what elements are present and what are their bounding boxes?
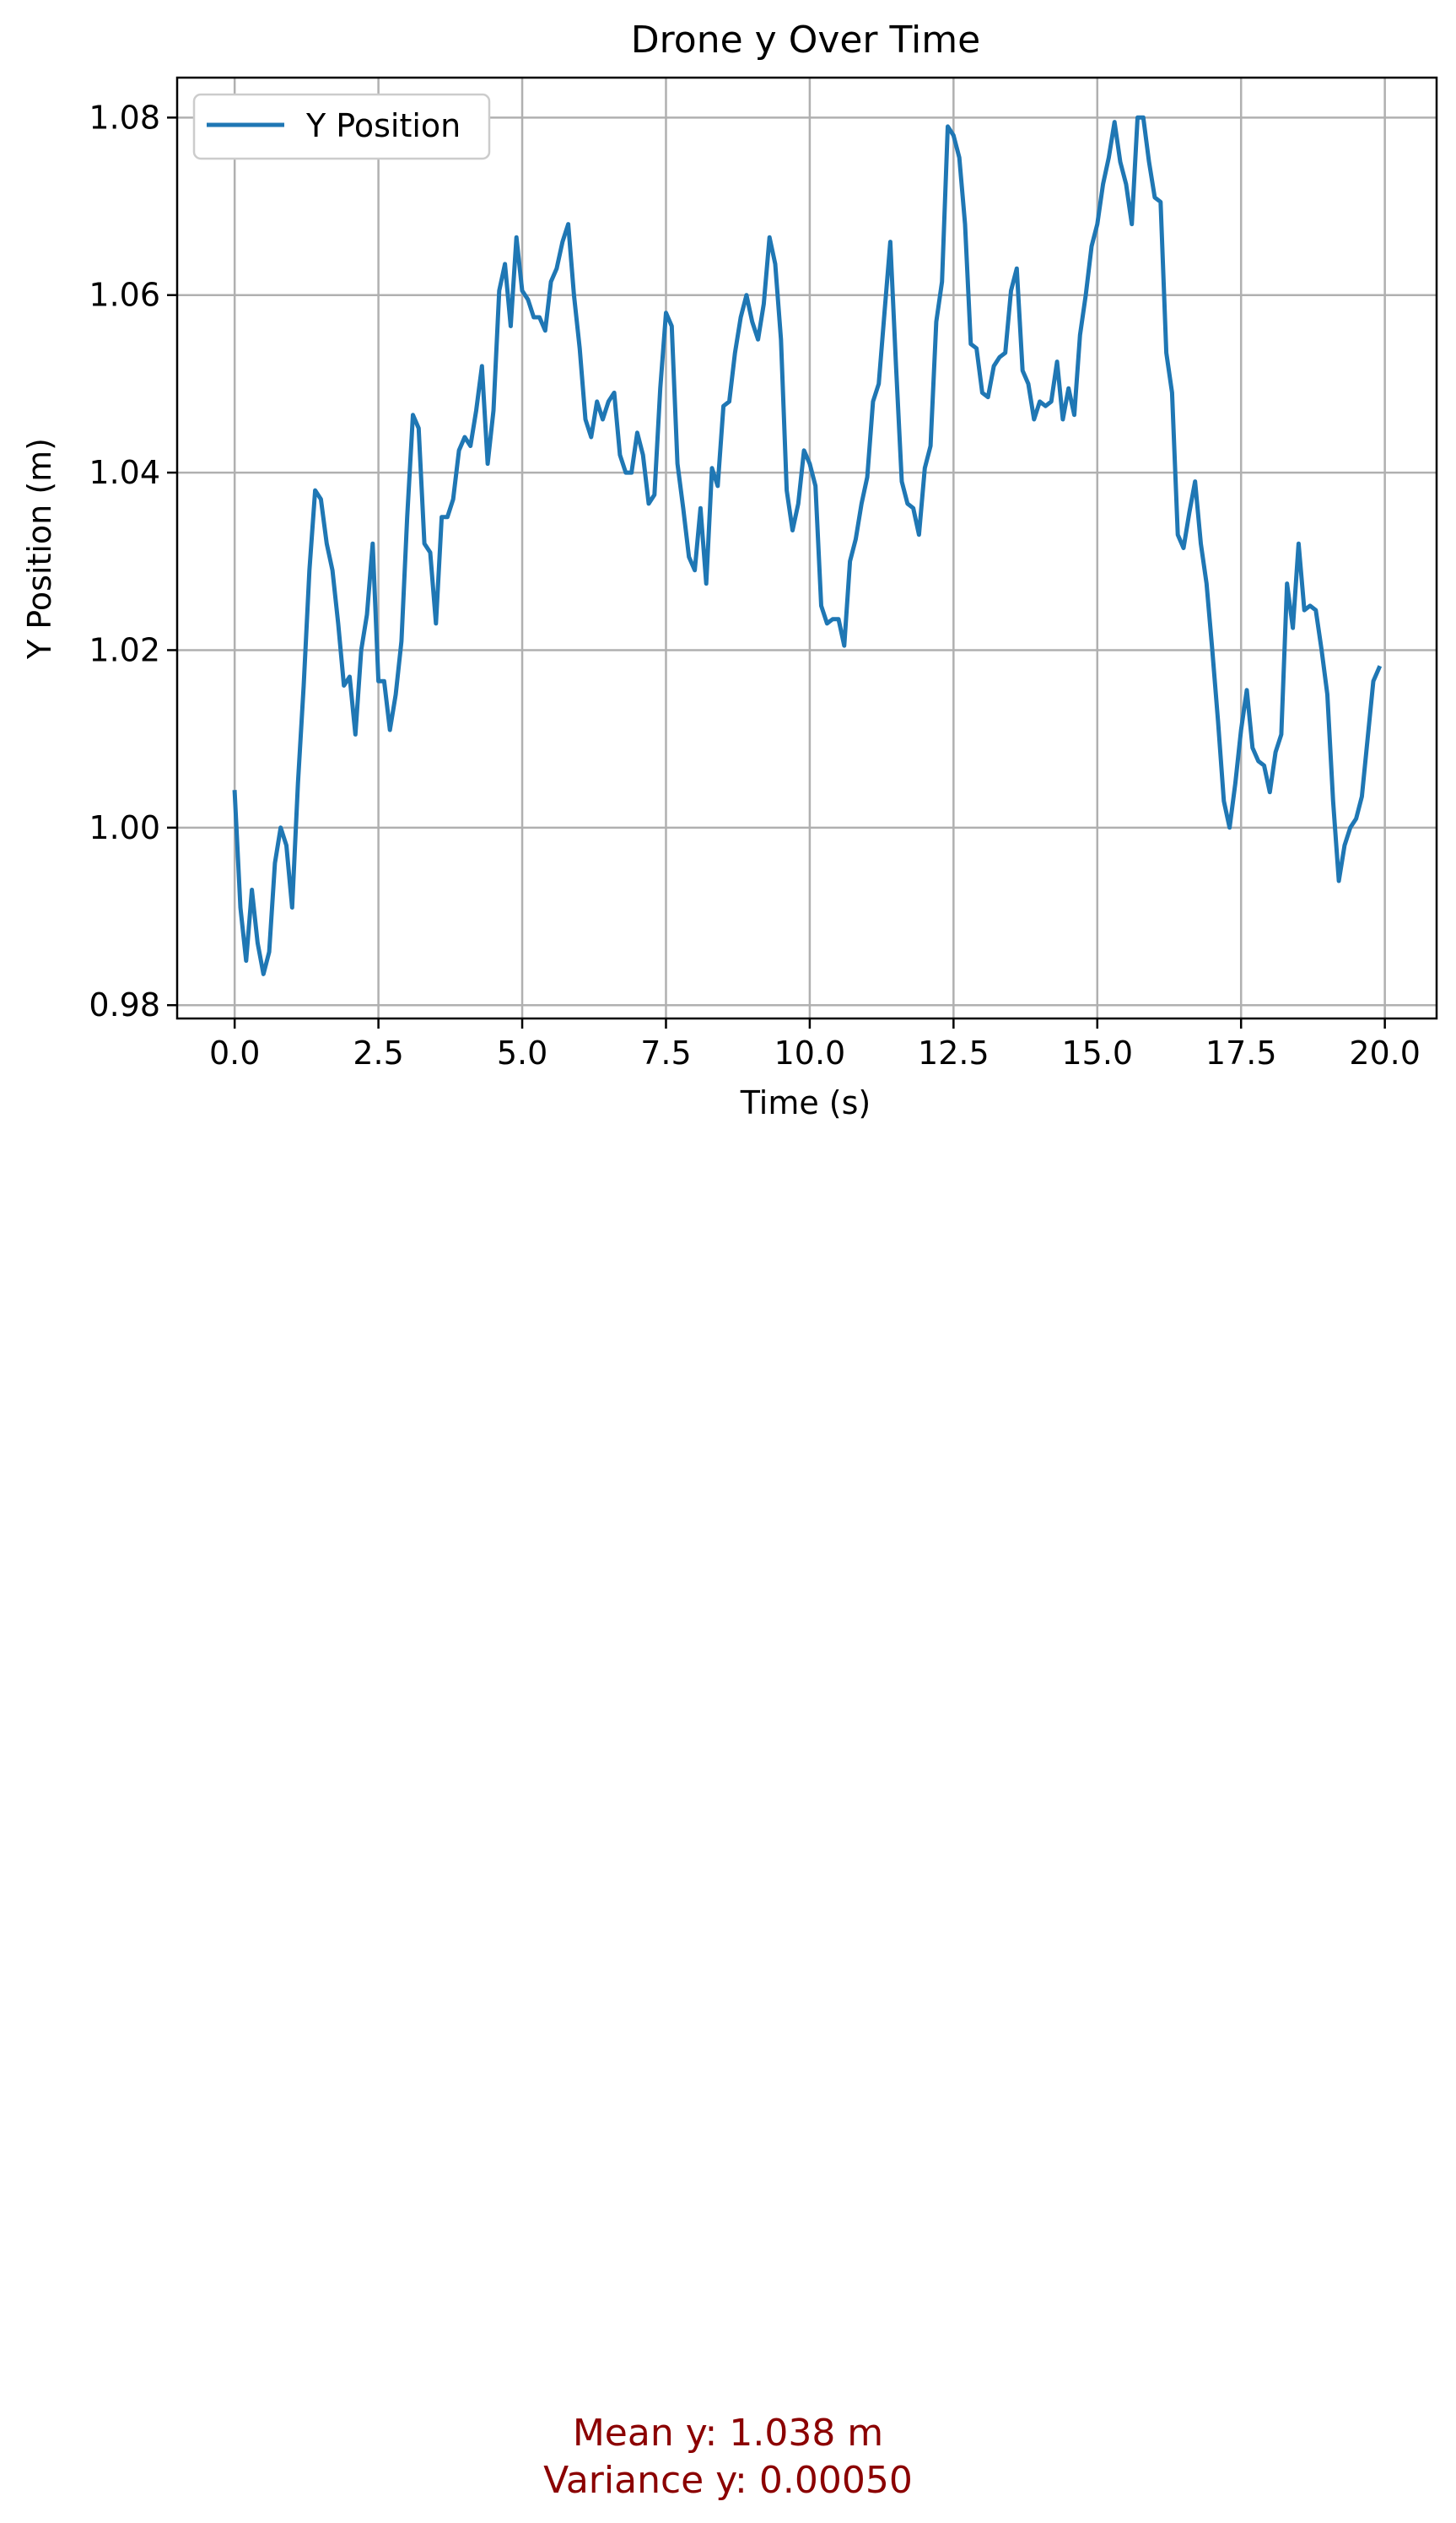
- x-tick-label: 2.5: [353, 1035, 403, 1072]
- x-tick-label: 17.5: [1205, 1035, 1277, 1072]
- legend: Y Position: [192, 93, 491, 160]
- y-tick-label: 1.00: [89, 809, 160, 846]
- variance-y-stat: Variance y: 0.00050: [543, 2459, 913, 2502]
- grid-lines: [177, 78, 1437, 1018]
- x-tick-label: 12.5: [918, 1035, 990, 1072]
- legend-box: [192, 93, 491, 160]
- y-tick-label: 1.04: [89, 454, 160, 491]
- y-tick-label: 1.02: [89, 631, 160, 668]
- line-chart: Drone y Over Time 0.0 2.5 5.0 7.5 10.0 12.5 15…: [21, 19, 1438, 1121]
- mean-y-stat: Mean y: 1.038 m: [572, 2412, 884, 2455]
- x-tick-label: 0.0: [209, 1035, 260, 1072]
- plot-frame: [175, 76, 1438, 1020]
- x-tick-label: 15.0: [1061, 1035, 1133, 1072]
- y-tick-label: 0.98: [89, 986, 160, 1024]
- x-axis-label: Time (s): [740, 1084, 871, 1121]
- y-tick-label: 1.06: [89, 277, 160, 314]
- y-axis-label: Y Position (m): [21, 438, 58, 660]
- x-tick-label: 10.0: [774, 1035, 846, 1072]
- series-layer: [232, 115, 1383, 976]
- legend-label: Y Position: [305, 107, 461, 144]
- x-tick-label: 5.0: [497, 1035, 547, 1072]
- chart-title: Drone y Over Time: [631, 19, 980, 62]
- series-line-y-position: [232, 115, 1383, 976]
- x-tick-label: 7.5: [640, 1035, 691, 1072]
- y-tick-label: 1.08: [89, 99, 160, 136]
- axis-ticks: 0.0 2.5 5.0 7.5 10.0 12.5 15.0 17.5 20.0 0.98 1.00…: [89, 99, 1421, 1072]
- x-tick-label: 20.0: [1349, 1035, 1421, 1072]
